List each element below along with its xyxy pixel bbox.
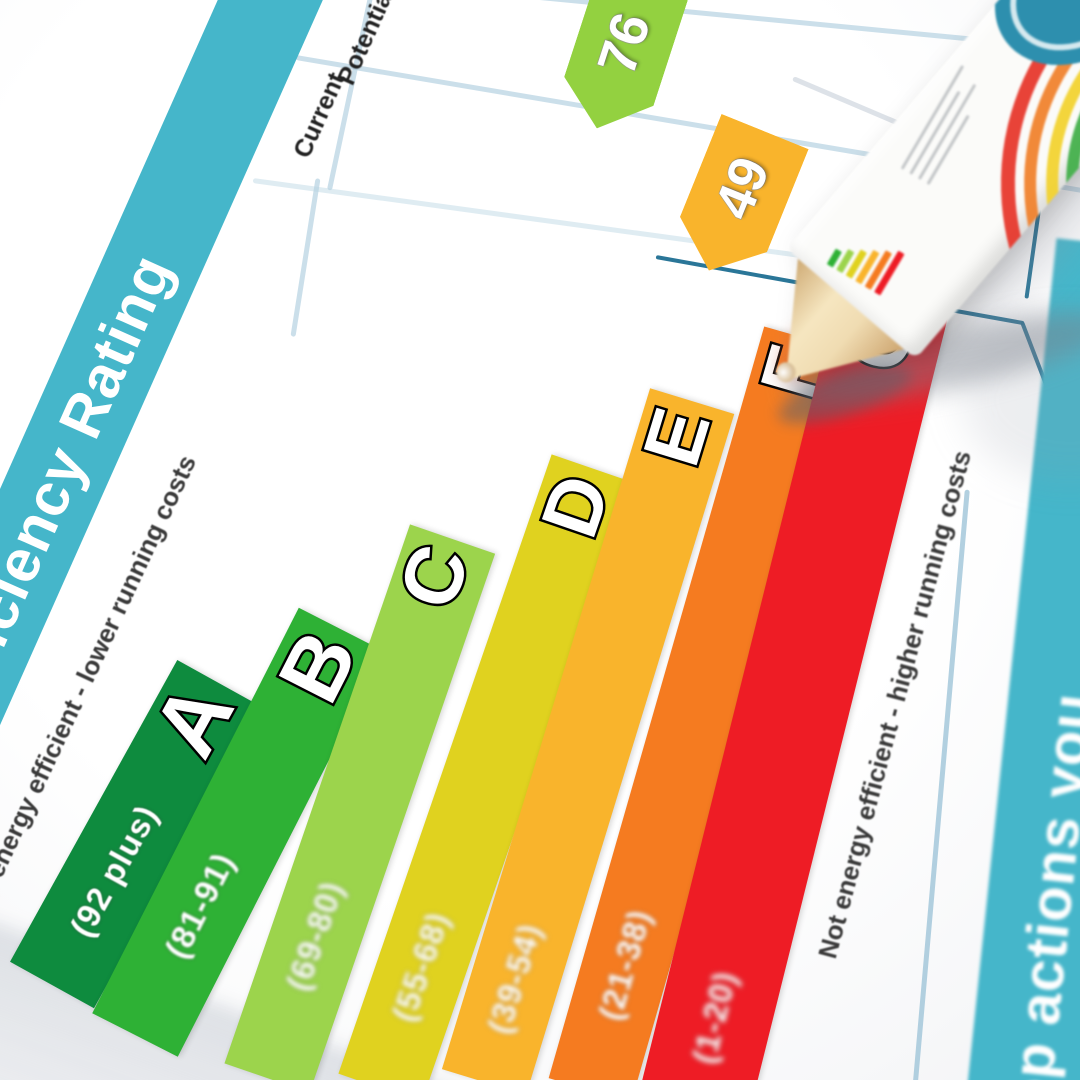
pencil-print-text-lines: [900, 64, 996, 189]
pencil-print-mini-bars: [826, 223, 908, 298]
bar-range-label: (1-20): [685, 967, 744, 1068]
bar-range-label: (69-80): [278, 876, 351, 996]
current-rating-value: 49: [703, 148, 782, 228]
bar-letter: C: [380, 532, 490, 623]
potential-rating-value: 76: [586, 5, 663, 82]
bar-letter: E: [624, 396, 730, 478]
grid-line: [290, 178, 321, 337]
